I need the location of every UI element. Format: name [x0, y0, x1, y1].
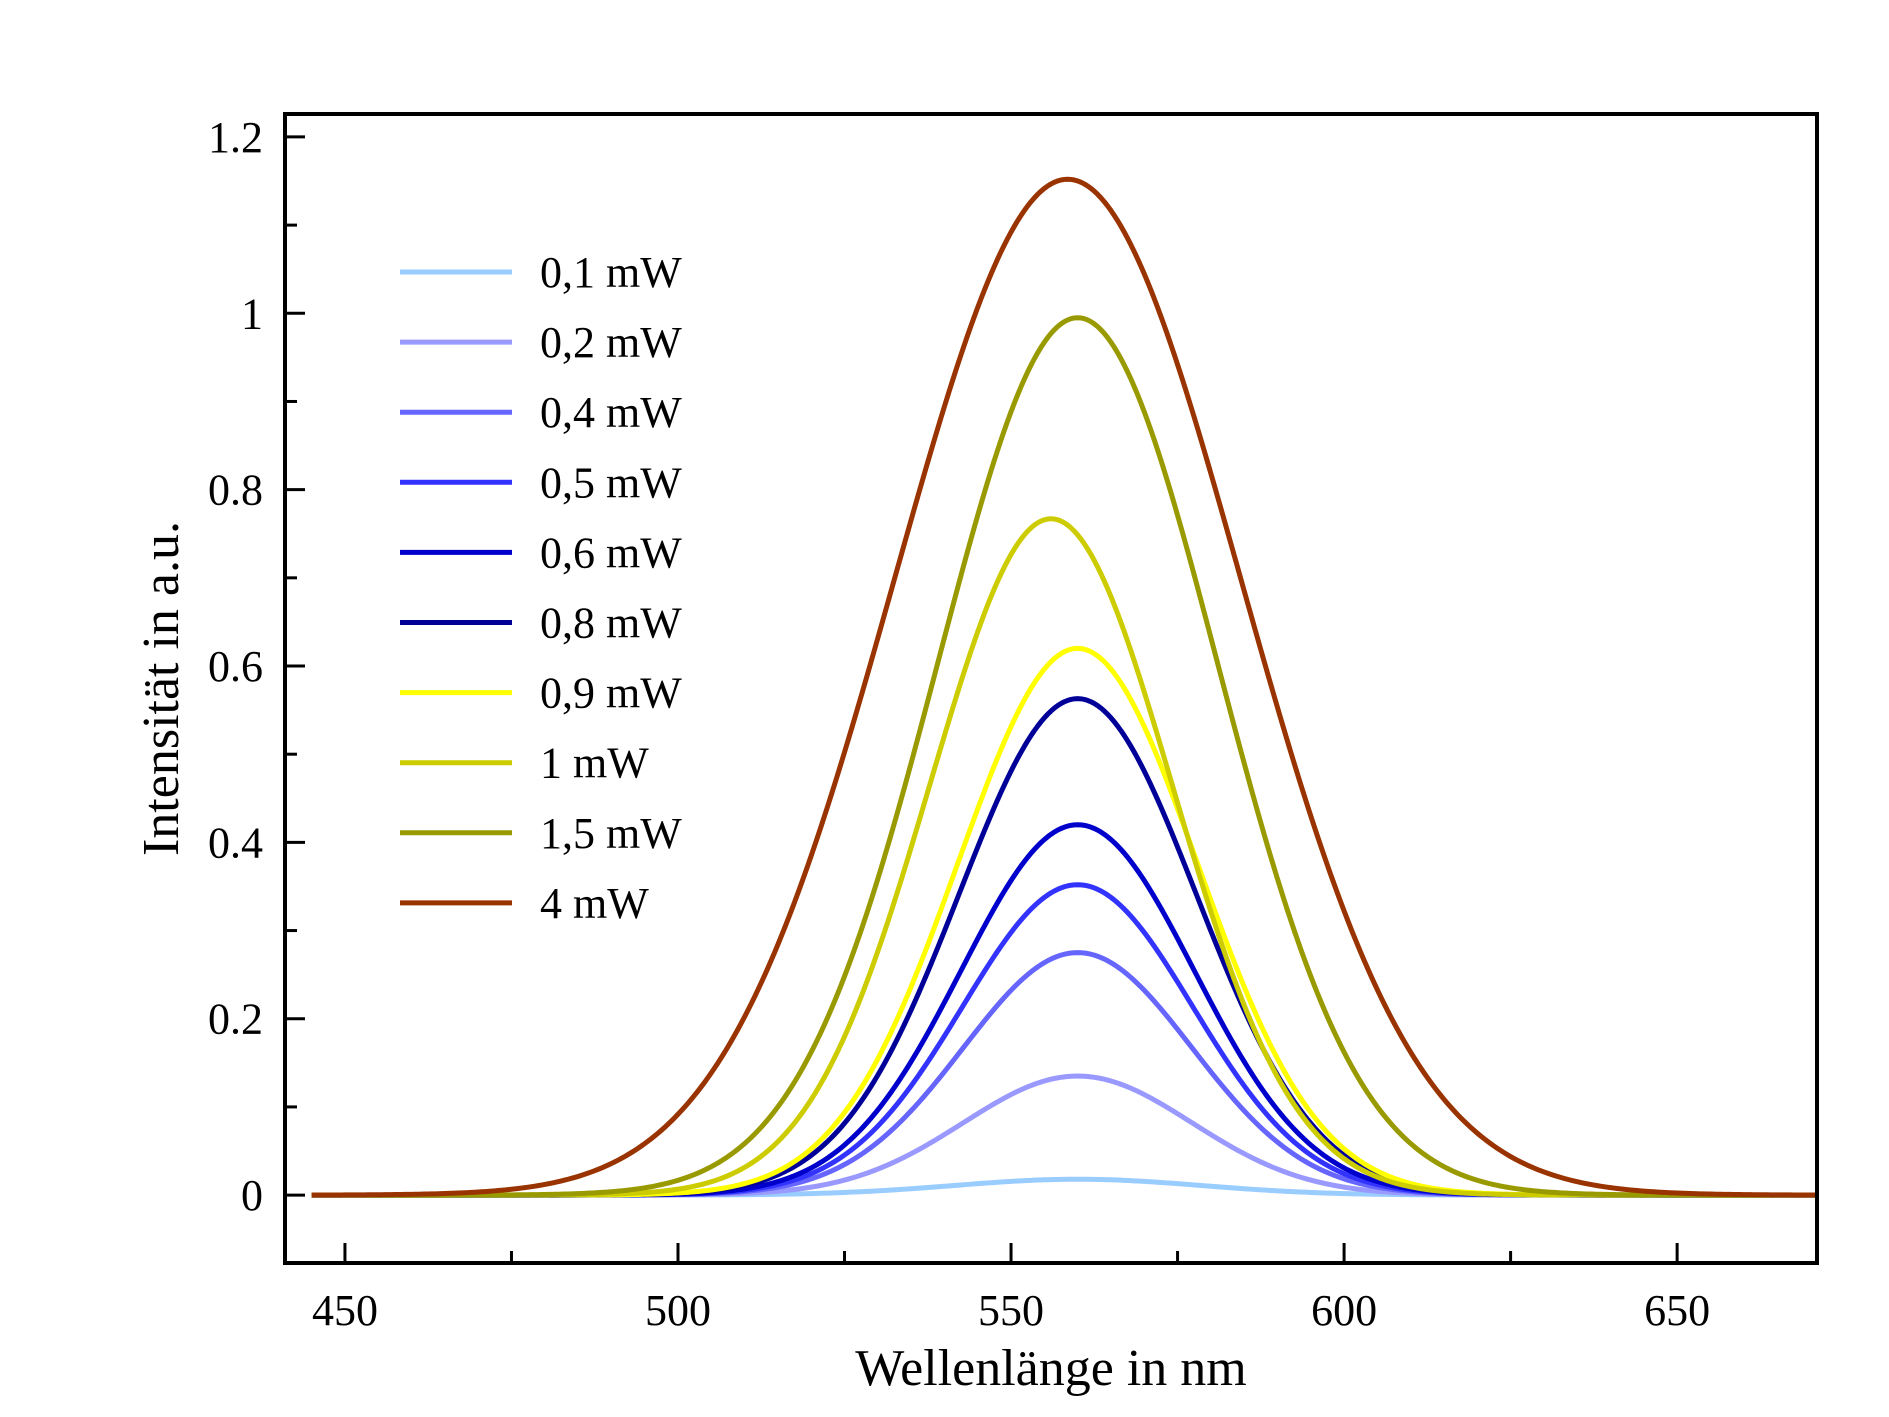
series-line-4 [311, 822, 1817, 1198]
series-line-7 [311, 516, 1817, 1198]
legend-label-1: 0,2 mW [540, 318, 682, 367]
x-tick-label: 550 [978, 1286, 1044, 1335]
x-tick-label: 500 [645, 1286, 711, 1335]
legend: 0,1 mW 0,2 mW 0,4 mW 0,5 mW 0,6 mW 0,8 mW 0,9 … [400, 248, 682, 928]
series-line-2 [311, 950, 1817, 1198]
x-tick-label: 600 [1311, 1286, 1377, 1335]
legend-label-8: 1,5 mW [540, 809, 682, 858]
legend-label-6: 0,9 mW [540, 669, 682, 718]
series-line-8 [311, 315, 1817, 1198]
legend-label-9: 4 mW [540, 879, 649, 928]
x-tick-label: 450 [312, 1286, 378, 1335]
plot-frame [283, 112, 1819, 1265]
series-line-3 [311, 882, 1817, 1198]
x-axis-title: Wellenlänge in nm [855, 1340, 1246, 1397]
y-tick-label: 0 [241, 1171, 263, 1220]
y-tick-label: 0.6 [208, 642, 263, 691]
series-line-5 [311, 696, 1817, 1198]
legend-label-2: 0,4 mW [540, 388, 682, 437]
y-tick-label: 1.2 [208, 113, 263, 162]
ticks-layer: 450 500 550 600 650 0 0.2 0.4 0.6 0.8 1 1.2 [208, 113, 1710, 1335]
x-tick-label: 650 [1644, 1286, 1710, 1335]
y-tick-label: 1 [241, 289, 263, 338]
y-axis-title: Intensität in a.u. [133, 521, 190, 856]
legend-label-0: 0,1 mW [540, 248, 682, 297]
series-line-9 [311, 176, 1817, 1198]
series-line-6 [311, 645, 1817, 1198]
legend-label-4: 0,6 mW [540, 528, 682, 577]
series-layer [311, 176, 1817, 1198]
legend-label-3: 0,5 mW [540, 458, 682, 507]
y-tick-label: 0.8 [208, 466, 263, 515]
legend-label-5: 0,8 mW [540, 599, 682, 648]
y-tick-label: 0.2 [208, 995, 263, 1044]
y-tick-label: 0.4 [208, 818, 263, 867]
legend-label-7: 1 mW [540, 739, 649, 788]
